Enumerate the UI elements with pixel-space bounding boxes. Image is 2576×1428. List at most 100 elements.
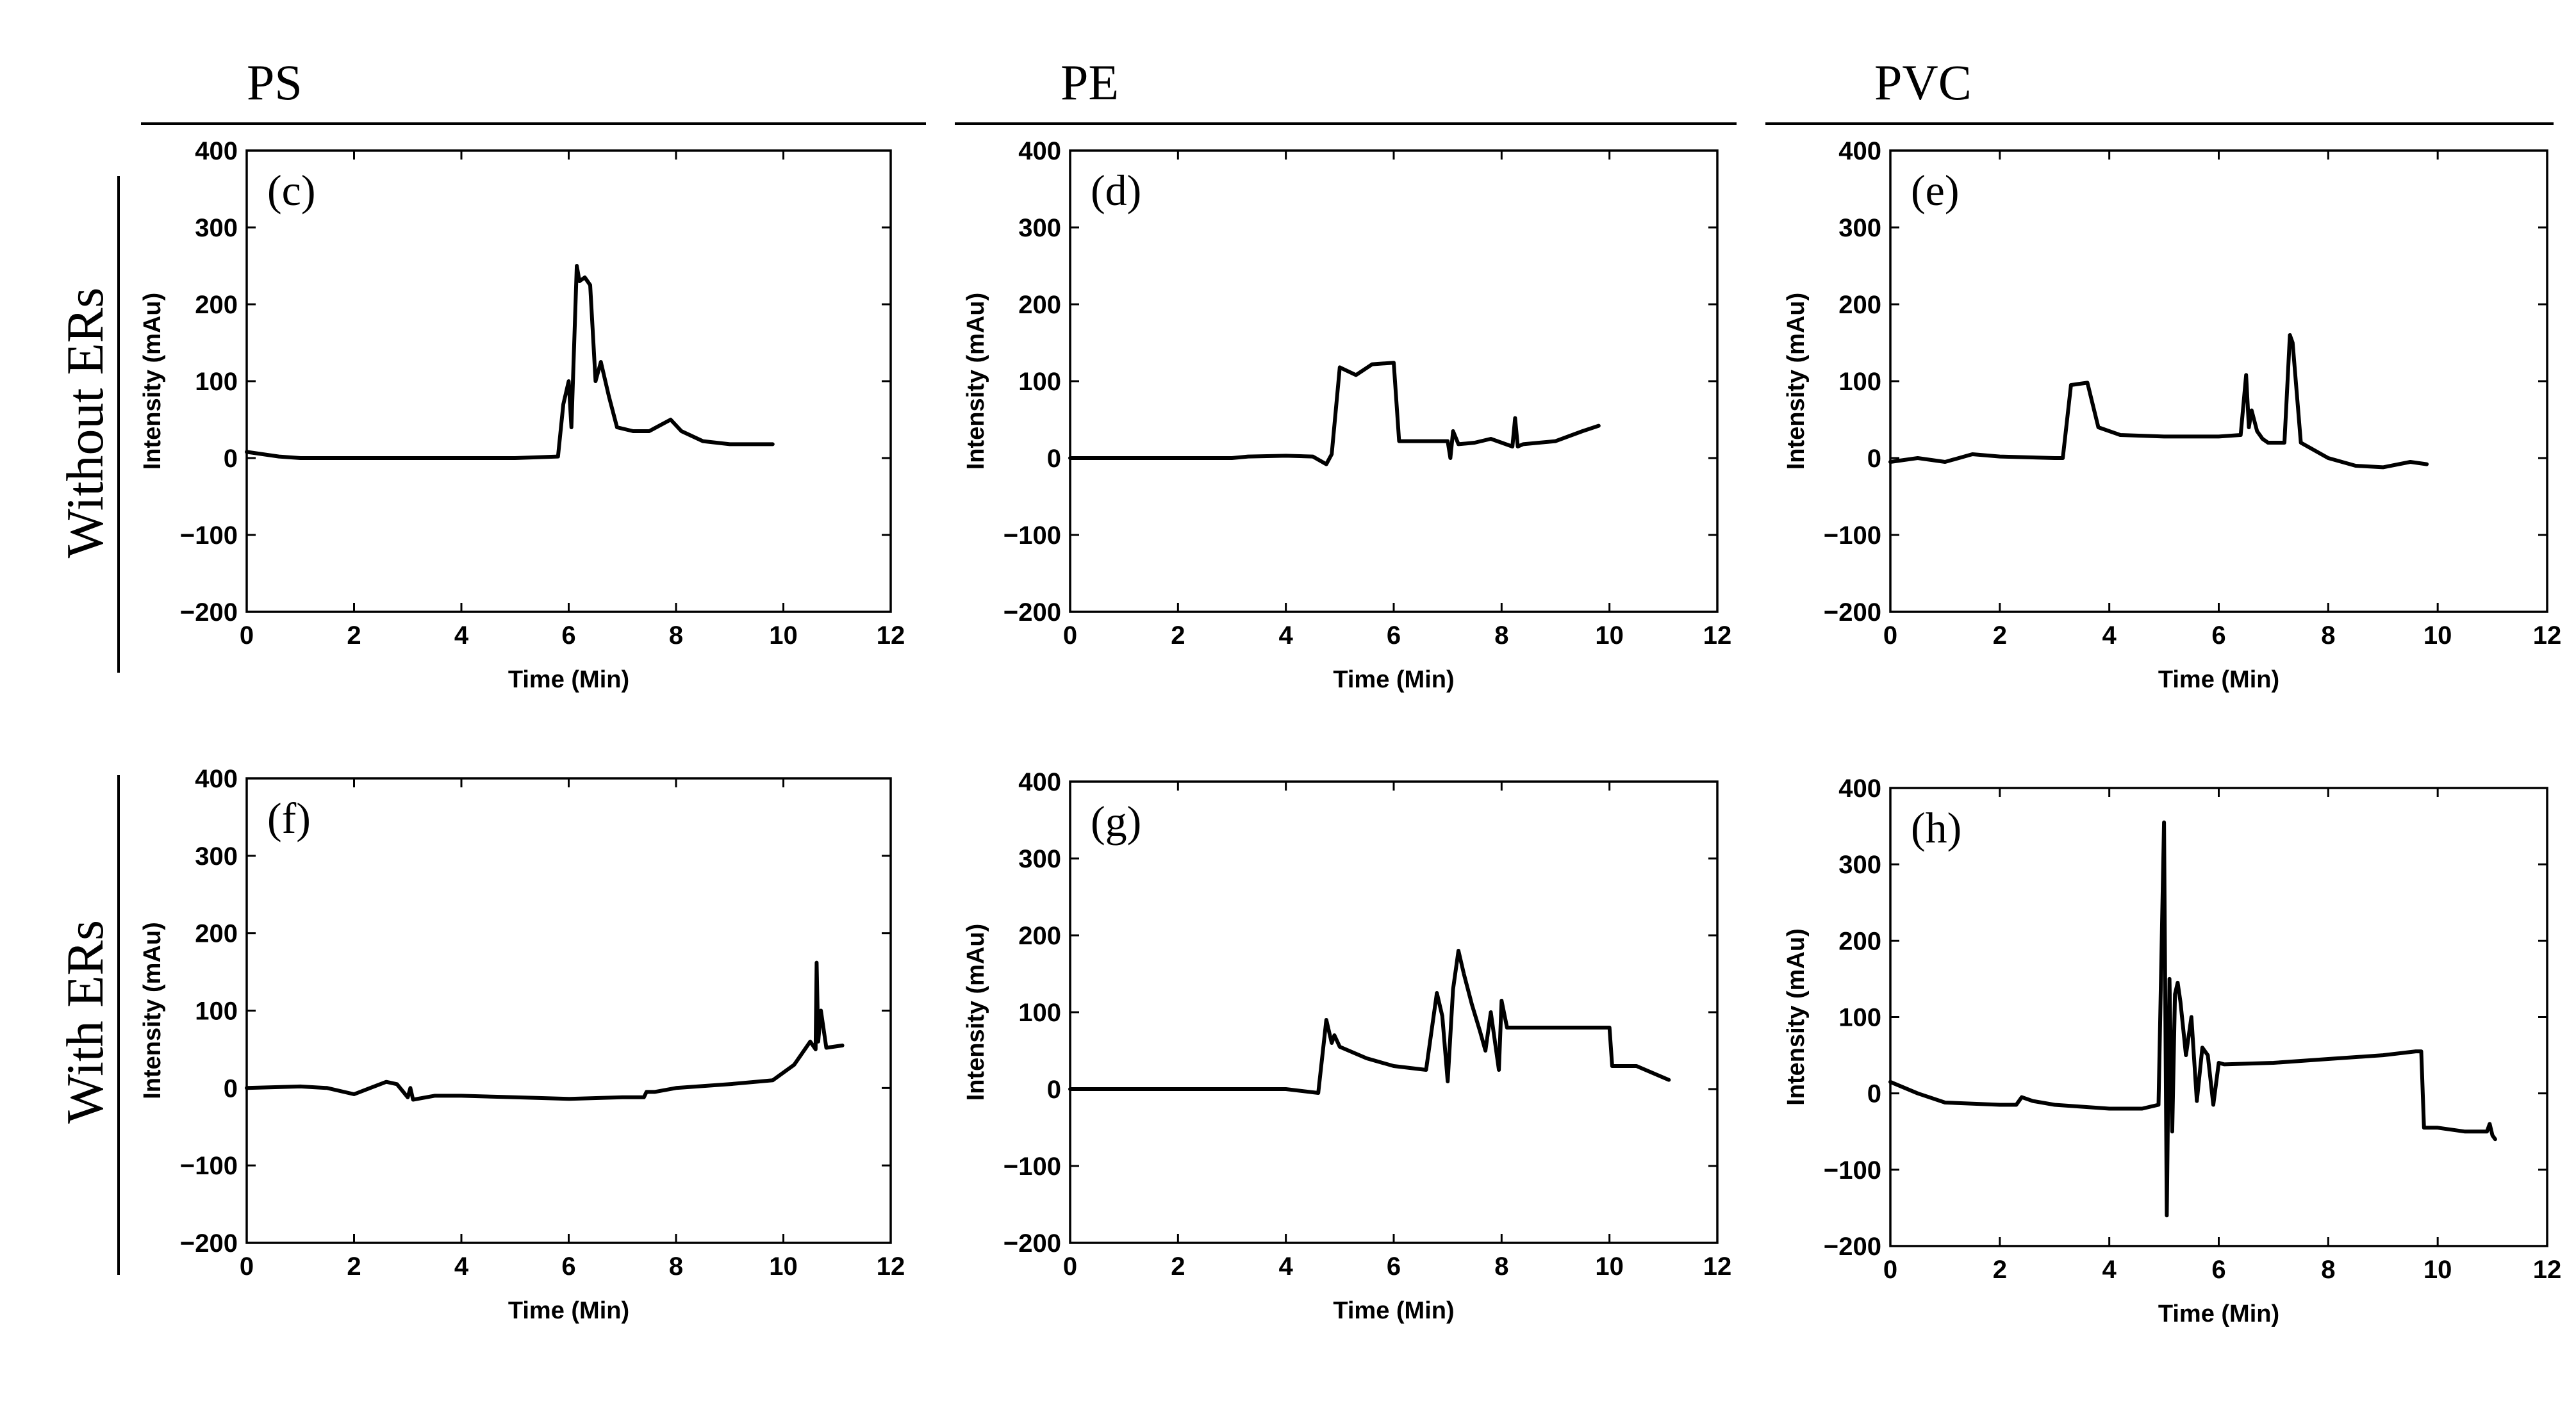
y-tick-label: 300 — [195, 214, 238, 242]
y-tick-label: 0 — [224, 445, 238, 473]
y-axis-title: Intensity (mAu) — [1783, 293, 1810, 470]
y-axis-title: Intensity (mAu) — [139, 293, 166, 470]
x-tick-label: 6 — [1387, 1252, 1401, 1281]
y-tick-label: 400 — [195, 137, 238, 165]
y-tick-label: 300 — [1838, 214, 1881, 242]
x-tick-label: 10 — [769, 621, 798, 650]
x-tick-label: 2 — [1993, 1256, 2007, 1284]
x-tick-label: 12 — [1703, 621, 1732, 650]
y-tick-label: 0 — [224, 1074, 238, 1103]
column-header-pvc: PVC — [1874, 54, 1972, 110]
y-axis-title: Intensity (mAu) — [962, 924, 989, 1101]
x-tick-label: 0 — [1063, 621, 1077, 650]
panel-label-f: (f) — [267, 794, 311, 842]
x-tick-label: 10 — [769, 1252, 798, 1281]
x-tick-label: 10 — [2423, 621, 2452, 650]
series-line-f — [245, 960, 845, 1102]
column-header-pe: PE — [1061, 54, 1119, 110]
panel-d: 0 2 4 6 8 10 12 400 300 200 100 0 −100 −200 Time (Min)… — [962, 137, 1731, 693]
x-tick-label: 8 — [669, 1252, 683, 1281]
x-tick-label: 0 — [1883, 621, 1897, 650]
y-tick-label: 300 — [1838, 851, 1881, 879]
x-tick-label: 6 — [561, 621, 575, 650]
y-tick-label: −100 — [180, 1152, 238, 1180]
y-tick-label: −100 — [1003, 521, 1061, 550]
panel-e: 0 2 4 6 8 10 12 400 300 200 100 0 −100 −200 Time (Min)… — [1783, 137, 2561, 693]
x-axis-title: Time (Min) — [508, 1297, 629, 1324]
y-tick-label: 200 — [195, 291, 238, 319]
y-tick-label: 100 — [195, 368, 238, 396]
panel-label-h: (h) — [1911, 803, 1961, 852]
x-tick-label: 0 — [240, 621, 254, 650]
x-tick-label: 2 — [1171, 621, 1185, 650]
y-tick-label: 100 — [1838, 368, 1881, 396]
series-line-d — [1068, 361, 1601, 466]
x-tick-label: 10 — [1595, 1252, 1624, 1281]
y-tick-label: 0 — [1047, 445, 1061, 473]
y-tick-label: 300 — [1018, 214, 1061, 242]
y-tick-label: 200 — [1838, 291, 1881, 319]
y-tick-label: −100 — [180, 521, 238, 550]
x-tick-label: 0 — [240, 1252, 254, 1281]
row-label-without-ers: Without ERs — [56, 288, 114, 559]
x-tick-label: 6 — [2211, 1256, 2225, 1284]
y-tick-label: 0 — [1867, 1080, 1881, 1108]
x-axis-title: Time (Min) — [1333, 666, 1454, 693]
x-axis-title: Time (Min) — [1333, 1297, 1454, 1324]
x-tick-label: 12 — [2533, 621, 2562, 650]
row-label-with-ers: With ERs — [56, 920, 114, 1124]
y-tick-label: 300 — [1018, 845, 1061, 873]
plot-frame-e — [1889, 149, 2548, 613]
x-axis-title: Time (Min) — [2158, 666, 2279, 693]
x-tick-label: 10 — [2423, 1256, 2452, 1284]
plot-frame-h — [1889, 787, 2548, 1247]
y-tick-label: 400 — [1018, 768, 1061, 796]
x-tick-label: 4 — [2102, 1256, 2117, 1284]
y-tick-label: 400 — [195, 765, 238, 793]
x-tick-label: 2 — [347, 621, 361, 650]
x-tick-label: 8 — [1494, 621, 1508, 650]
panel-f: 0 2 4 6 8 10 12 400 300 200 100 0 −100 −200 Time (Min)… — [139, 765, 905, 1324]
x-tick-label: 12 — [2533, 1256, 2562, 1284]
y-tick-label: −100 — [1824, 1156, 1881, 1185]
x-tick-label: 0 — [1063, 1252, 1077, 1281]
y-tick-label: 200 — [1018, 922, 1061, 950]
y-tick-label: 100 — [1838, 1004, 1881, 1032]
y-tick-label: 200 — [1838, 927, 1881, 955]
panel-label-c: (c) — [267, 166, 315, 215]
x-tick-label: 8 — [2321, 1256, 2335, 1284]
y-tick-label: 100 — [1018, 999, 1061, 1027]
series-line-e — [1888, 333, 2429, 470]
y-axis-title: Intensity (mAu) — [1783, 928, 1810, 1106]
y-tick-label: 0 — [1047, 1076, 1061, 1104]
x-tick-label: 2 — [347, 1252, 361, 1281]
panel-label-d: (d) — [1091, 166, 1141, 215]
series-line-c — [245, 264, 775, 460]
x-tick-label: 6 — [561, 1252, 575, 1281]
x-tick-label: 10 — [1595, 621, 1624, 650]
y-tick-label: −200 — [1003, 1229, 1061, 1258]
x-tick-label: 4 — [1279, 1252, 1294, 1281]
panel-h: 0 2 4 6 8 10 12 400 300 200 100 0 −100 −200 Time (Min)… — [1783, 775, 2561, 1327]
x-tick-label: 4 — [454, 1252, 469, 1281]
column-header-ps: PS — [247, 54, 302, 110]
x-tick-label: 12 — [877, 621, 905, 650]
x-tick-label: 2 — [1993, 621, 2007, 650]
x-tick-label: 0 — [1883, 1256, 1897, 1284]
y-axis-title: Intensity (mAu) — [962, 293, 989, 470]
y-tick-label: 200 — [195, 920, 238, 948]
x-tick-label: 6 — [1387, 621, 1401, 650]
y-tick-label: 400 — [1018, 137, 1061, 165]
y-tick-label: 400 — [1838, 775, 1881, 803]
panel-label-g: (g) — [1091, 797, 1141, 846]
x-tick-label: 4 — [454, 621, 469, 650]
panel-g: 0 2 4 6 8 10 12 400 300 200 100 0 −100 −200 Time (Min)… — [962, 768, 1731, 1324]
x-tick-label: 8 — [2321, 621, 2335, 650]
x-tick-label: 8 — [669, 621, 683, 650]
series-line-h — [1888, 820, 2497, 1218]
y-tick-label: 100 — [195, 997, 238, 1026]
y-tick-label: −100 — [1003, 1153, 1061, 1181]
y-tick-label: −200 — [1003, 598, 1061, 627]
x-tick-label: 2 — [1171, 1252, 1185, 1281]
